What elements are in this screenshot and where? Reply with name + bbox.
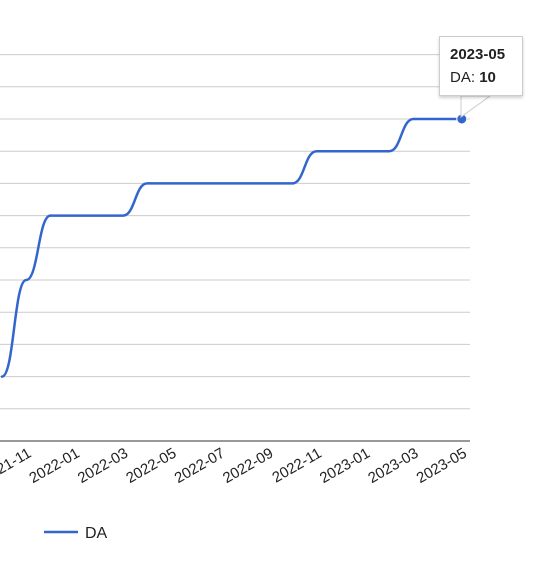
tooltip-value: 10 <box>479 69 496 86</box>
legend-label-da: DA <box>85 525 108 542</box>
x-tick-label: 2023-05 <box>414 445 470 487</box>
series-line-da[interactable] <box>0 117 464 378</box>
x-tick-label: 2023-03 <box>365 445 421 487</box>
legend[interactable]: DA <box>44 525 108 542</box>
x-tick-label: 2022-07 <box>172 445 228 487</box>
x-tick-label: 2022-03 <box>75 445 131 487</box>
x-tick-label: 2022-01 <box>26 445 82 487</box>
x-tick-label: 2022-05 <box>123 445 179 487</box>
x-axis-tick-labels: 2021-112022-012022-032022-052022-072022-… <box>0 445 470 487</box>
x-tick-label: 2021-11 <box>0 445 34 487</box>
tooltip: 2023-05 DA: 10 <box>439 36 523 96</box>
tooltip-title: 2023-05 <box>450 46 506 63</box>
tooltip-body: DA: 10 <box>450 69 496 86</box>
x-tick-label: 2022-11 <box>269 445 324 487</box>
gridlines <box>0 54 470 410</box>
x-tick-label: 2022-09 <box>220 445 276 487</box>
tooltip-series-label: DA <box>450 69 471 86</box>
tooltip-pointer <box>460 95 492 118</box>
x-tick-label: 2023-01 <box>317 445 373 487</box>
